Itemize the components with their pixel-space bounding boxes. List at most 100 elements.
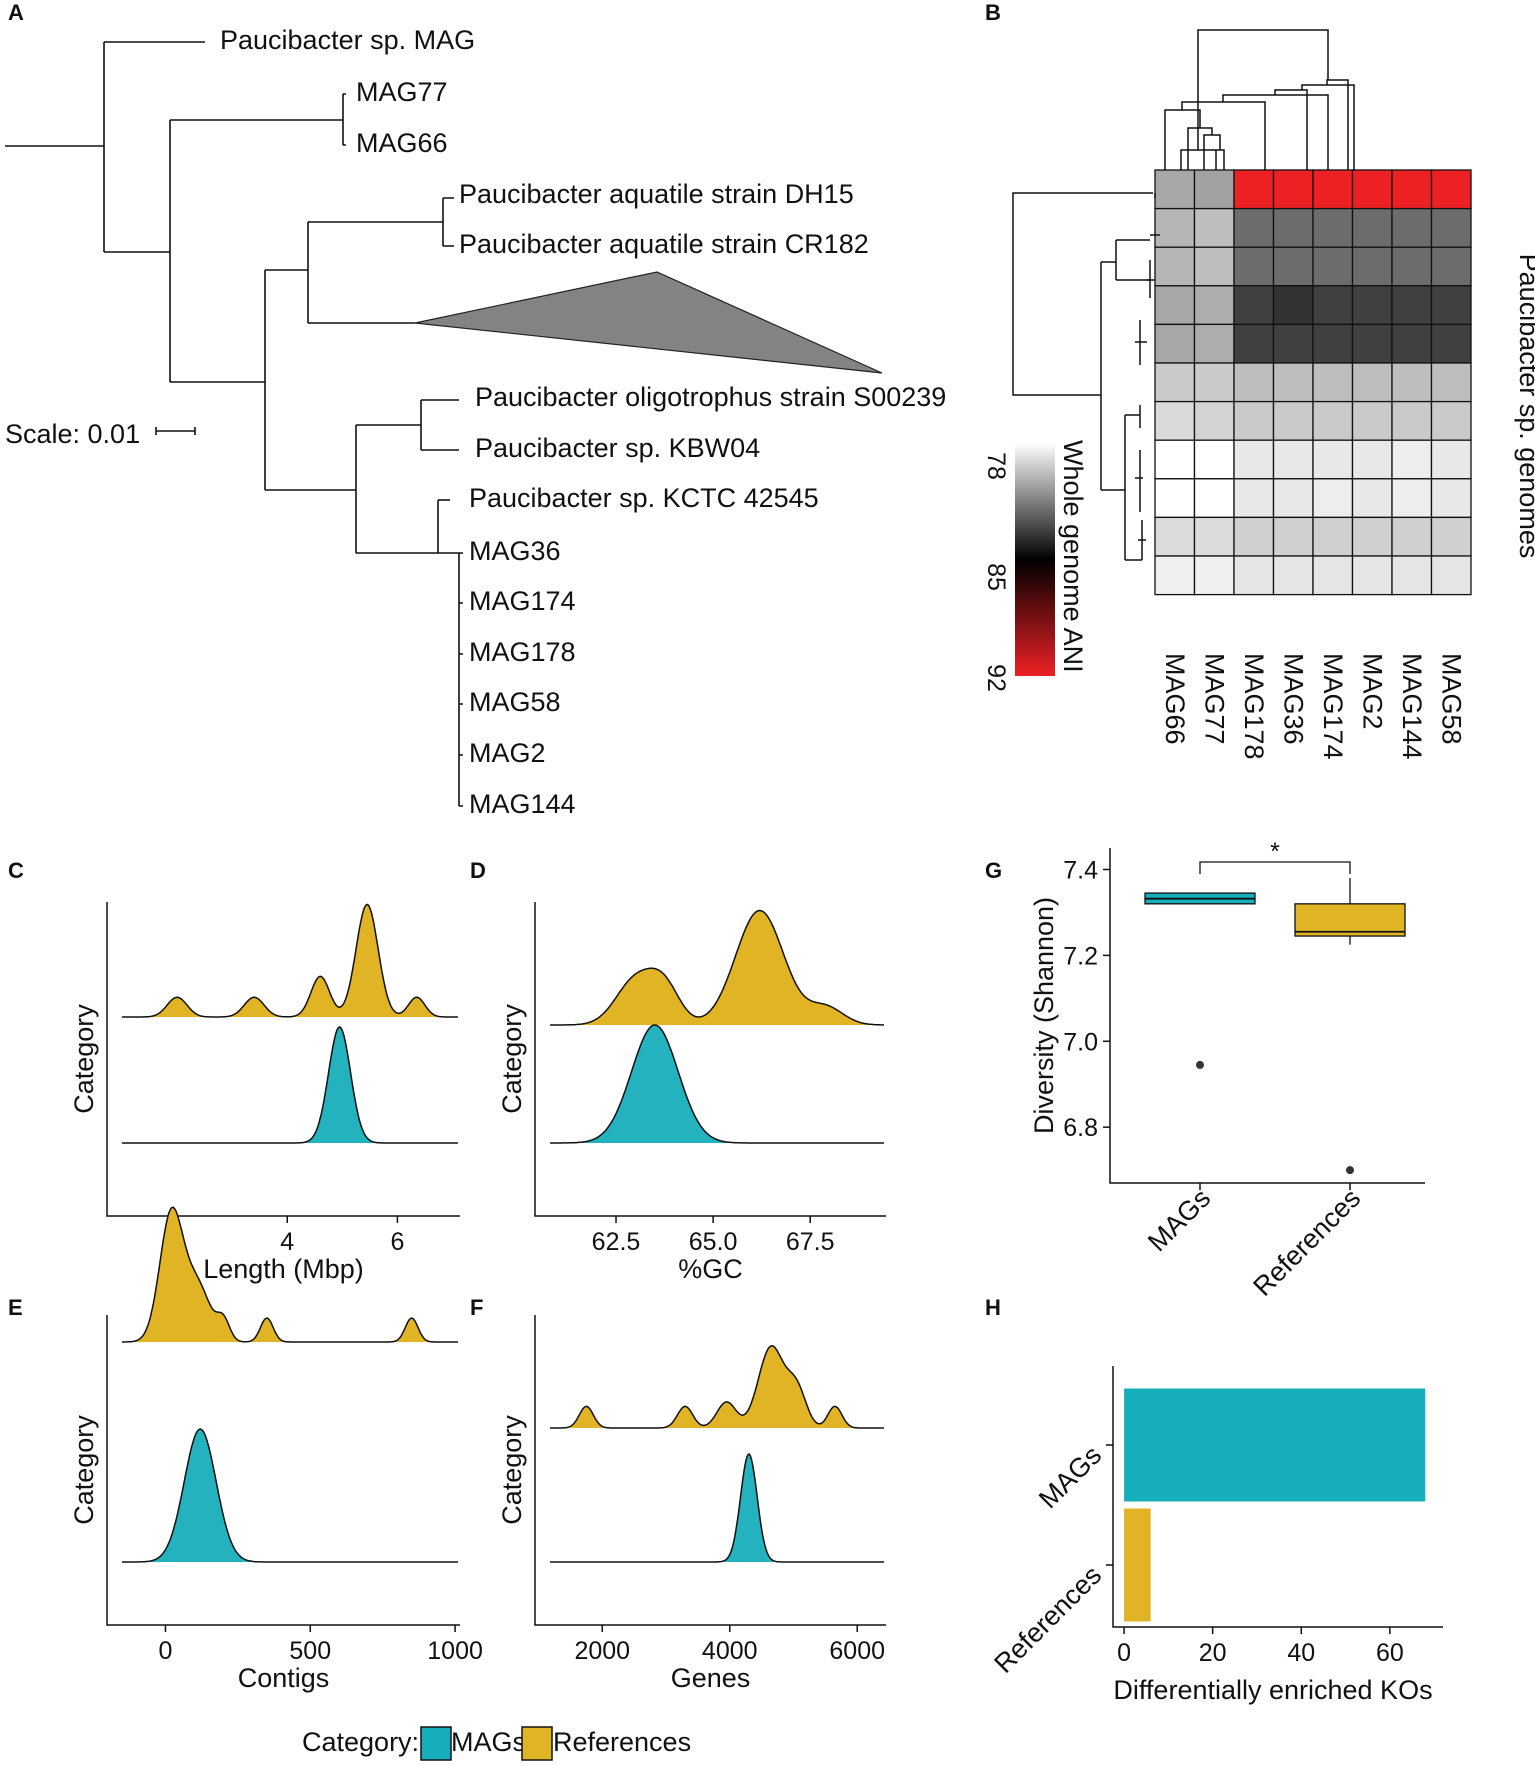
box-references xyxy=(1294,903,1406,937)
y-tick-label: References xyxy=(988,1560,1107,1679)
heatmap-column-label: MAG58 xyxy=(1436,653,1466,745)
heatmap-column-label: MAG144 xyxy=(1397,653,1427,760)
heatmap-cell xyxy=(1154,246,1196,287)
heatmap-cell xyxy=(1391,285,1433,326)
x-tick-label: 6 xyxy=(390,1228,404,1256)
heatmap-cell xyxy=(1154,169,1196,210)
heatmap-cell xyxy=(1233,362,1275,403)
heatmap-cell xyxy=(1351,207,1393,248)
x-tick-label: 40 xyxy=(1287,1639,1315,1667)
heatmap-cell xyxy=(1351,169,1393,210)
tip-label: MAG36 xyxy=(469,536,561,566)
density-ridge-references xyxy=(550,910,884,1025)
heatmap-cell xyxy=(1351,516,1393,557)
heatmap-column-label: MAG174 xyxy=(1318,653,1348,760)
enriched-kos-bar-chart: MAGs References 0 20 40 60 Differentially enri… xyxy=(988,1366,1443,1705)
y-axis-label: Category xyxy=(497,1004,527,1114)
x-tick-label: 67.5 xyxy=(786,1228,835,1256)
density-ridge-references xyxy=(550,1345,884,1428)
heatmap-cell xyxy=(1391,400,1433,441)
legend-swatch-references xyxy=(521,1726,553,1761)
heatmap-cell xyxy=(1193,207,1235,248)
density-outline-references xyxy=(550,1345,884,1429)
heatmap-cell xyxy=(1351,323,1393,364)
heatmap-cell xyxy=(1430,246,1472,287)
y-axis-label: Category xyxy=(69,1415,99,1525)
genes-density-plot: 2000 4000 6000 Genes Category xyxy=(497,1315,886,1693)
heatmap-cell xyxy=(1154,362,1196,403)
row-dendrogram xyxy=(1012,192,1153,561)
ani-tick: 78 xyxy=(982,452,1010,480)
heatmap-cell xyxy=(1154,439,1196,480)
heatmap-cell xyxy=(1312,246,1354,287)
heatmap-cell xyxy=(1193,246,1235,287)
heatmap-cell xyxy=(1272,516,1314,557)
heatmap-cell xyxy=(1312,169,1354,210)
tip-label: Paucibacter sp. KCTC 42545 xyxy=(469,483,819,513)
heatmap-cell xyxy=(1312,516,1354,557)
heatmap-cell xyxy=(1272,246,1314,287)
heatmap-cell xyxy=(1312,439,1354,480)
bar-mags xyxy=(1124,1388,1426,1502)
heatmap-cell xyxy=(1312,323,1354,364)
y-axis-label: Category xyxy=(497,1415,527,1525)
x-tick-label: References xyxy=(1247,1183,1366,1302)
tree-branch xyxy=(459,552,463,807)
axis-lines xyxy=(106,1315,460,1626)
heatmap-cell xyxy=(1193,169,1235,210)
tip-label: MAG174 xyxy=(469,586,576,616)
y-tick-label: 7.2 xyxy=(1063,942,1098,970)
heatmap-cell xyxy=(1193,516,1235,557)
heatmap-cell xyxy=(1272,285,1314,326)
significance-marker: * xyxy=(1270,838,1280,866)
panel-label-f: F xyxy=(470,1295,483,1320)
heatmap-cell xyxy=(1233,285,1275,326)
heatmap-cell xyxy=(1154,478,1196,519)
heatmap-column-label: MAG2 xyxy=(1357,653,1387,730)
panel-label-c: C xyxy=(8,858,24,883)
category-legend: Category: MAGs References xyxy=(302,1726,691,1761)
heatmap-cell xyxy=(1430,362,1472,403)
axis-lines xyxy=(534,1315,886,1626)
tip-label: MAG178 xyxy=(469,637,576,667)
panel-label-g: G xyxy=(985,858,1002,883)
heatmap-cell xyxy=(1233,478,1275,519)
heatmap-cell xyxy=(1391,516,1433,557)
heatmap-cell xyxy=(1430,439,1472,480)
heatmap-cell xyxy=(1233,516,1275,557)
x-axis-label: Genes xyxy=(671,1663,751,1693)
panel-label-e: E xyxy=(8,1295,23,1320)
heatmap-cell xyxy=(1154,323,1196,364)
ani-tick: 92 xyxy=(982,664,1010,692)
column-dendrogram-right xyxy=(1164,79,1355,170)
heatmap-cell xyxy=(1193,285,1235,326)
heatmap-cell xyxy=(1233,400,1275,441)
heatmap-cell xyxy=(1272,555,1314,596)
ani-heatmap xyxy=(1154,169,1472,596)
legend-title: Category: xyxy=(302,1727,419,1757)
outlier-point xyxy=(1196,1060,1204,1069)
x-axis-label: %GC xyxy=(678,1254,743,1284)
tip-label: MAG77 xyxy=(356,77,448,107)
heatmap-cell xyxy=(1193,555,1235,596)
heatmap-column-label: MAG77 xyxy=(1199,653,1229,745)
heatmap-cell xyxy=(1272,400,1314,441)
heatmap-cell xyxy=(1391,478,1433,519)
length-density-plot: 246Length (Mbp)Category xyxy=(69,902,460,1284)
heatmap-cell xyxy=(1193,478,1235,519)
tip-label: MAG66 xyxy=(356,128,448,158)
heatmap-cell xyxy=(1351,555,1393,596)
ani-tick: 85 xyxy=(982,563,1010,591)
heatmap-cell xyxy=(1154,555,1196,596)
tip-label: Paucibacter oligotrophus strain S00239 xyxy=(475,382,946,412)
heatmap-cell xyxy=(1272,323,1314,364)
heatmap-cell xyxy=(1193,400,1235,441)
heatmap-column-label: MAG36 xyxy=(1278,653,1308,745)
x-tick-label: 4 xyxy=(280,1228,294,1256)
heatmap-cell xyxy=(1272,439,1314,480)
heatmap-cell xyxy=(1351,285,1393,326)
ani-color-bar xyxy=(1015,443,1055,676)
heatmap-cell xyxy=(1193,439,1235,480)
heatmap-cell xyxy=(1351,478,1393,519)
x-axis-label: Differentially enriched KOs xyxy=(1113,1675,1432,1705)
